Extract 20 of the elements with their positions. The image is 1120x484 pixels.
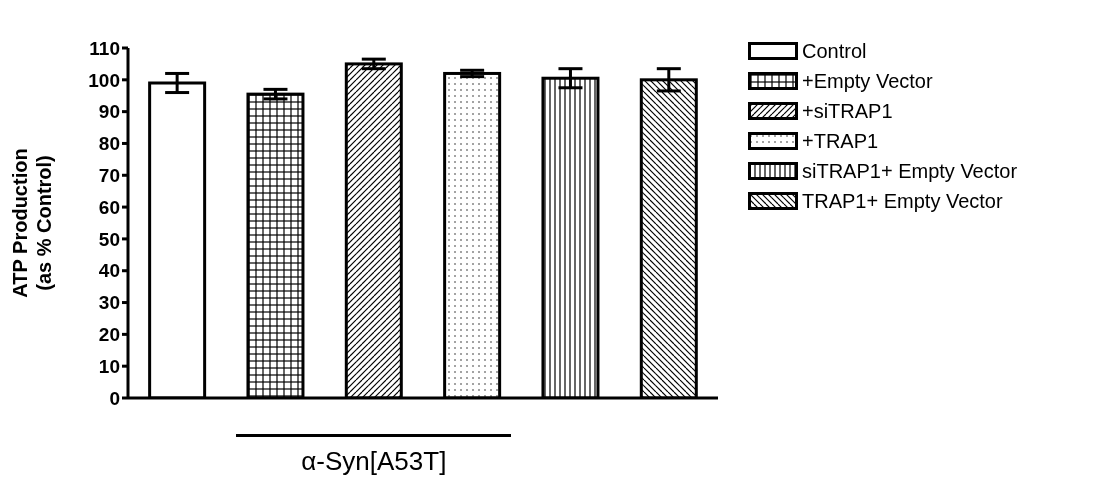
y-axis-title: ATP Production (as % Control) [9, 148, 55, 298]
y-tick-label: 60 [98, 196, 120, 218]
y-tick-label: 10 [98, 355, 120, 377]
y-tick-label: 80 [98, 133, 120, 155]
legend-label: +Empty Vector [802, 69, 933, 93]
text: α-Syn[A53T] [300, 446, 448, 477]
y-tick-label: 70 [98, 165, 120, 187]
y-tick-label: 50 [98, 228, 120, 250]
y-tick-label: 110 [89, 37, 120, 59]
y-tick-label: 20 [98, 324, 120, 346]
y-tick-label: 40 [98, 260, 120, 282]
legend-label: +TRAP1 [802, 129, 879, 153]
y-tick-label: 90 [98, 101, 120, 123]
legend-label: TRAP1+ Empty Vector [802, 189, 1003, 213]
legend-label: Control [802, 39, 867, 63]
y-tick-label: 100 [88, 69, 120, 91]
legend-label: siTRAP1+ Empty Vector [802, 159, 1018, 183]
y-tick-label: 0 [109, 387, 120, 409]
y-tick-label: 30 [98, 292, 120, 314]
legend-label: +siTRAP1 [802, 99, 893, 123]
